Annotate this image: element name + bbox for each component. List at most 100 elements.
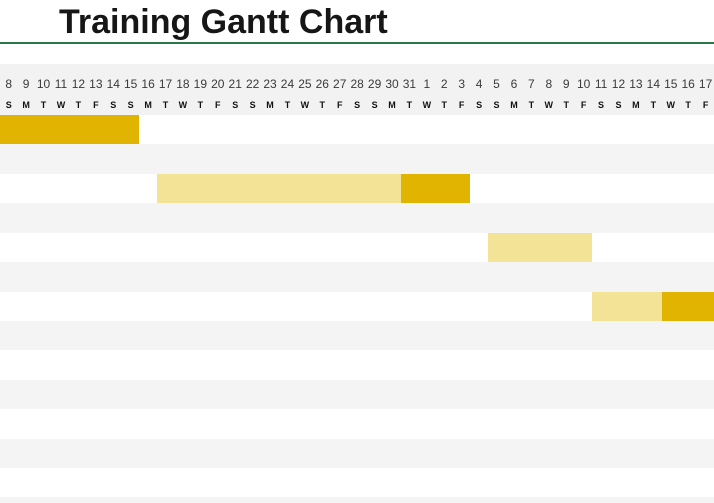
timeline-date-label: 17	[158, 77, 173, 91]
gantt-bar-segment[interactable]	[0, 115, 140, 145]
timeline-day-label: T	[528, 100, 535, 110]
gantt-bar-segment[interactable]	[400, 173, 471, 204]
timeline-day-label: T	[75, 100, 82, 110]
timeline-date-label: 11	[54, 77, 68, 91]
timeline-day-label: T	[319, 100, 326, 110]
timeline-day-label: S	[476, 100, 483, 110]
timeline-date-label: 9	[562, 77, 570, 91]
timeline-day-label: T	[563, 100, 569, 110]
timeline-day-label: T	[197, 100, 204, 110]
timeline-date-label: 2	[440, 77, 448, 91]
gantt-bar-segment[interactable]	[592, 291, 662, 321]
timeline-day-label: S	[615, 100, 622, 110]
timeline-date-label: 17	[698, 77, 713, 91]
timeline-date-label: 12	[71, 77, 86, 91]
timeline-date-label: 13	[89, 77, 103, 91]
timeline-date-label: 11	[594, 77, 608, 91]
gantt-row	[0, 320, 714, 351]
timeline-date-label: 30	[385, 77, 399, 91]
timeline-day-label: W	[422, 100, 432, 110]
timeline-day-label: M	[22, 100, 30, 110]
timeline-day-label: S	[127, 100, 134, 110]
timeline-date-label: 4	[475, 77, 483, 91]
gantt-bar-segment[interactable]	[156, 173, 401, 204]
timeline-day-label: S	[354, 100, 361, 110]
timeline-day-label: F	[215, 100, 221, 110]
timeline-day-label: S	[493, 100, 500, 110]
gantt-row	[0, 232, 714, 263]
gantt-bar-segment[interactable]	[661, 291, 714, 321]
timeline-date-label: 15	[123, 77, 138, 91]
timeline-day-label: M	[144, 100, 152, 110]
gantt-row	[0, 203, 714, 233]
timeline-date-label: 26	[315, 77, 329, 91]
timeline-date-label: 15	[664, 77, 678, 91]
timeline-date-label: 14	[106, 77, 120, 91]
timeline-date-label: 16	[141, 77, 155, 91]
timeline-date-label: 27	[333, 77, 347, 91]
timeline-day-label: T	[162, 100, 169, 110]
timeline-day-label: M	[266, 100, 274, 110]
timeline-date-label: 23	[263, 77, 277, 91]
timeline-date-label: 19	[193, 77, 208, 91]
timeline-day-label: S	[598, 100, 605, 110]
timeline-day-label: S	[5, 100, 12, 110]
timeline-day-label: S	[232, 100, 239, 110]
gantt-grid	[0, 115, 714, 503]
timeline-day-label: F	[702, 100, 709, 110]
timeline-date-label: 31	[402, 77, 417, 91]
timeline-date-label: 8	[545, 77, 553, 91]
timeline-day-label: T	[284, 100, 291, 110]
timeline-date-label: 9	[22, 77, 30, 91]
timeline-day-label: T	[406, 100, 413, 110]
gantt-row	[0, 262, 714, 292]
timeline-date-label: 3	[458, 77, 466, 91]
timeline-day-label: S	[249, 100, 256, 110]
timeline-day-label: S	[371, 100, 378, 110]
timeline-day-label: F	[93, 100, 99, 110]
timeline-date-label: 8	[5, 77, 13, 91]
timeline-day-label: W	[56, 100, 66, 110]
timeline-date-label: 28	[350, 77, 364, 91]
timeline-date-label: 5	[493, 77, 500, 91]
gantt-row	[0, 438, 714, 469]
gantt-row	[0, 409, 714, 439]
timeline-day-label: T	[40, 100, 47, 110]
timeline-day-label: T	[650, 100, 657, 110]
timeline-dates-row: 8 9 10 11 12 13 14 15 16 17 18 19 20 21 22 23 24 25 26 27 28…	[0, 78, 714, 90]
gantt-row	[0, 468, 714, 498]
timeline-date-label: 14	[646, 77, 660, 91]
timeline-day-label: F	[458, 100, 465, 110]
page-title: Training Gantt Chart	[59, 3, 388, 41]
timeline-date-label: 10	[576, 77, 591, 91]
title-underline-rule	[0, 42, 714, 44]
timeline-day-label: M	[388, 100, 396, 110]
gantt-row	[0, 379, 714, 410]
timeline-date-label: 18	[176, 77, 190, 91]
gantt-row	[0, 350, 714, 380]
timeline-day-label: F	[336, 100, 343, 110]
timeline-date-label: 16	[681, 77, 695, 91]
timeline-date-label: 7	[528, 77, 535, 91]
timeline-date-label: 1	[423, 77, 431, 91]
timeline-date-label: 29	[367, 77, 382, 91]
timeline-day-label: W	[666, 100, 675, 110]
timeline-date-label: 13	[629, 77, 643, 91]
timeline-day-label: M	[632, 100, 640, 110]
gantt-row	[0, 144, 714, 174]
gantt-bar-segment[interactable]	[487, 232, 593, 263]
timeline-date-label: 20	[211, 77, 225, 91]
timeline-day-label: F	[580, 100, 587, 110]
timeline-date-label: 24	[280, 77, 295, 91]
timeline-day-label: T	[685, 100, 691, 110]
timeline-day-label: W	[178, 100, 188, 110]
timeline-day-label: T	[441, 100, 448, 110]
timeline-day-label: M	[510, 100, 518, 110]
gantt-row	[0, 497, 714, 503]
timeline-date-label: 10	[36, 77, 51, 91]
timeline-day-label: S	[110, 100, 117, 110]
timeline-day-label: W	[544, 100, 554, 110]
timeline-date-label: 22	[245, 77, 260, 91]
